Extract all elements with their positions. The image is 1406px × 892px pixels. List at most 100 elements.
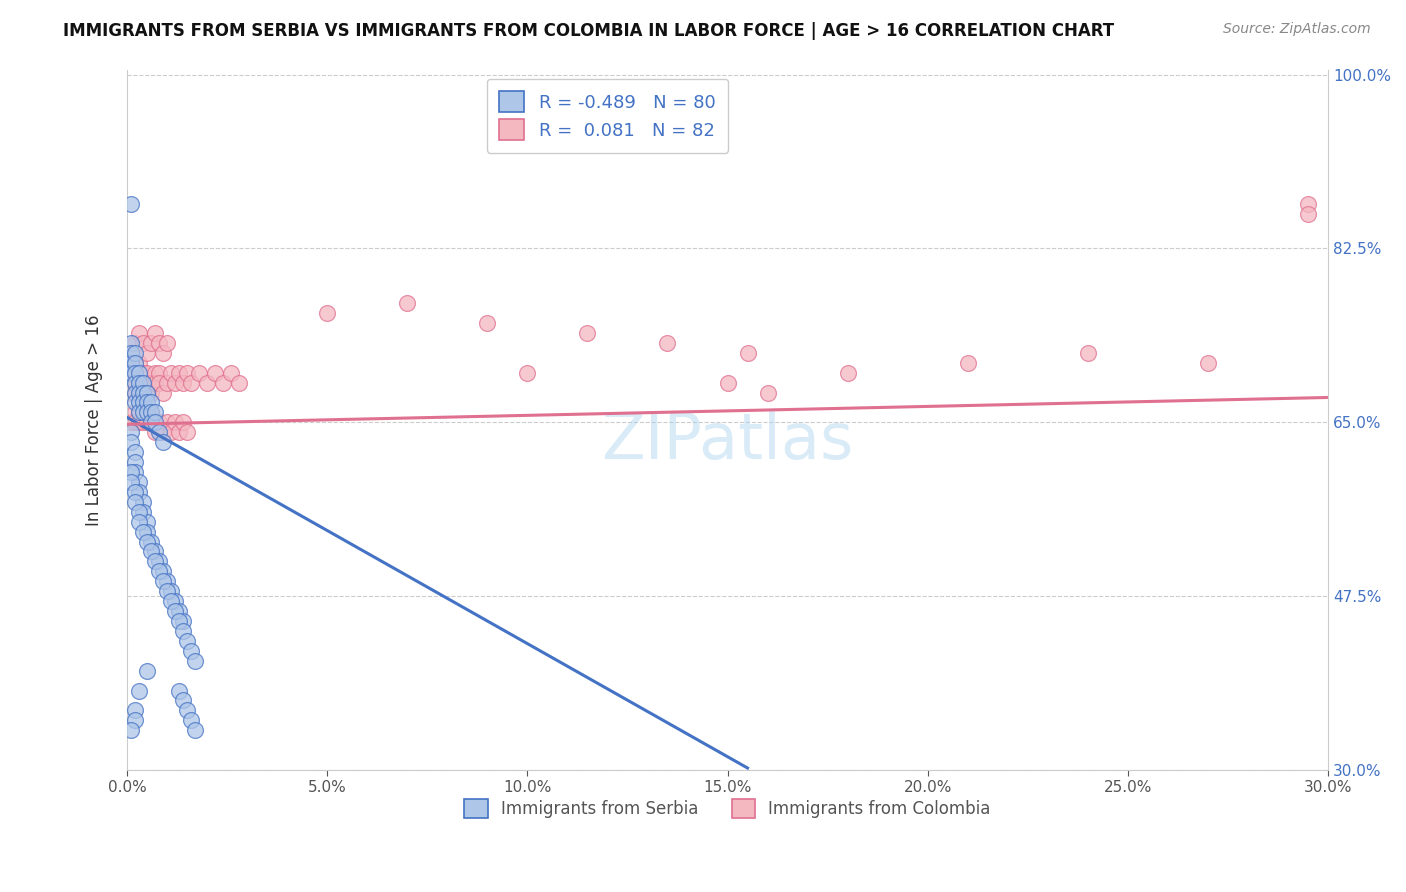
Point	[139, 376, 162, 390]
Point	[136, 524, 159, 539]
Point	[128, 395, 150, 409]
Point	[172, 624, 194, 638]
Point	[657, 335, 679, 350]
Point	[136, 534, 159, 549]
Point	[148, 425, 170, 440]
Point	[184, 723, 207, 738]
Point	[132, 405, 155, 419]
Point	[139, 405, 162, 419]
Point	[120, 475, 142, 489]
Point	[124, 445, 146, 459]
Point	[120, 335, 142, 350]
Point	[139, 415, 162, 429]
Point	[132, 495, 155, 509]
Point	[124, 395, 146, 409]
Point	[148, 415, 170, 429]
Point	[132, 505, 155, 519]
Point	[956, 356, 979, 370]
Point	[128, 475, 150, 489]
Point	[124, 366, 146, 380]
Point	[124, 356, 146, 370]
Point	[136, 345, 159, 359]
Point	[172, 415, 194, 429]
Point	[152, 435, 174, 450]
Point	[120, 345, 142, 359]
Point	[132, 376, 155, 390]
Point	[148, 376, 170, 390]
Point	[120, 415, 142, 429]
Point	[156, 415, 179, 429]
Point	[716, 376, 738, 390]
Point	[152, 574, 174, 589]
Point	[184, 654, 207, 668]
Point	[124, 405, 146, 419]
Point	[128, 415, 150, 429]
Point	[172, 693, 194, 707]
Point	[120, 196, 142, 211]
Point	[212, 376, 235, 390]
Point	[143, 405, 166, 419]
Legend: Immigrants from Serbia, Immigrants from Colombia: Immigrants from Serbia, Immigrants from …	[457, 792, 997, 825]
Point	[477, 316, 499, 330]
Point	[172, 614, 194, 628]
Point	[128, 683, 150, 698]
Point	[172, 376, 194, 390]
Point	[132, 385, 155, 400]
Point	[136, 395, 159, 409]
Point	[139, 415, 162, 429]
Point	[188, 366, 211, 380]
Point	[163, 415, 186, 429]
Point	[148, 554, 170, 568]
Point	[136, 515, 159, 529]
Point	[756, 385, 779, 400]
Point	[139, 395, 162, 409]
Point	[124, 345, 146, 359]
Point	[143, 376, 166, 390]
Point	[136, 385, 159, 400]
Point	[139, 335, 162, 350]
Point	[124, 703, 146, 717]
Point	[143, 366, 166, 380]
Point	[180, 376, 202, 390]
Point	[124, 385, 146, 400]
Point	[152, 564, 174, 578]
Point	[167, 425, 190, 440]
Point	[143, 544, 166, 558]
Point	[128, 515, 150, 529]
Point	[120, 425, 142, 440]
Point	[124, 376, 146, 390]
Text: IMMIGRANTS FROM SERBIA VS IMMIGRANTS FROM COLOMBIA IN LABOR FORCE | AGE > 16 COR: IMMIGRANTS FROM SERBIA VS IMMIGRANTS FRO…	[63, 22, 1115, 40]
Point	[128, 405, 150, 419]
Point	[160, 366, 183, 380]
Point	[124, 465, 146, 479]
Point	[124, 385, 146, 400]
Point	[120, 345, 142, 359]
Point	[143, 326, 166, 340]
Point	[124, 335, 146, 350]
Point	[143, 554, 166, 568]
Point	[1077, 345, 1099, 359]
Point	[167, 604, 190, 618]
Point	[516, 366, 538, 380]
Point	[132, 385, 155, 400]
Point	[737, 345, 759, 359]
Point	[120, 366, 142, 380]
Point	[120, 356, 142, 370]
Point	[124, 484, 146, 499]
Point	[124, 455, 146, 469]
Point	[152, 385, 174, 400]
Point	[132, 415, 155, 429]
Point	[148, 366, 170, 380]
Point	[1197, 356, 1219, 370]
Point	[128, 484, 150, 499]
Point	[124, 714, 146, 728]
Point	[180, 714, 202, 728]
Point	[128, 376, 150, 390]
Point	[152, 425, 174, 440]
Point	[128, 356, 150, 370]
Point	[128, 385, 150, 400]
Point	[316, 306, 339, 320]
Point	[136, 664, 159, 678]
Point	[167, 614, 190, 628]
Point	[136, 405, 159, 419]
